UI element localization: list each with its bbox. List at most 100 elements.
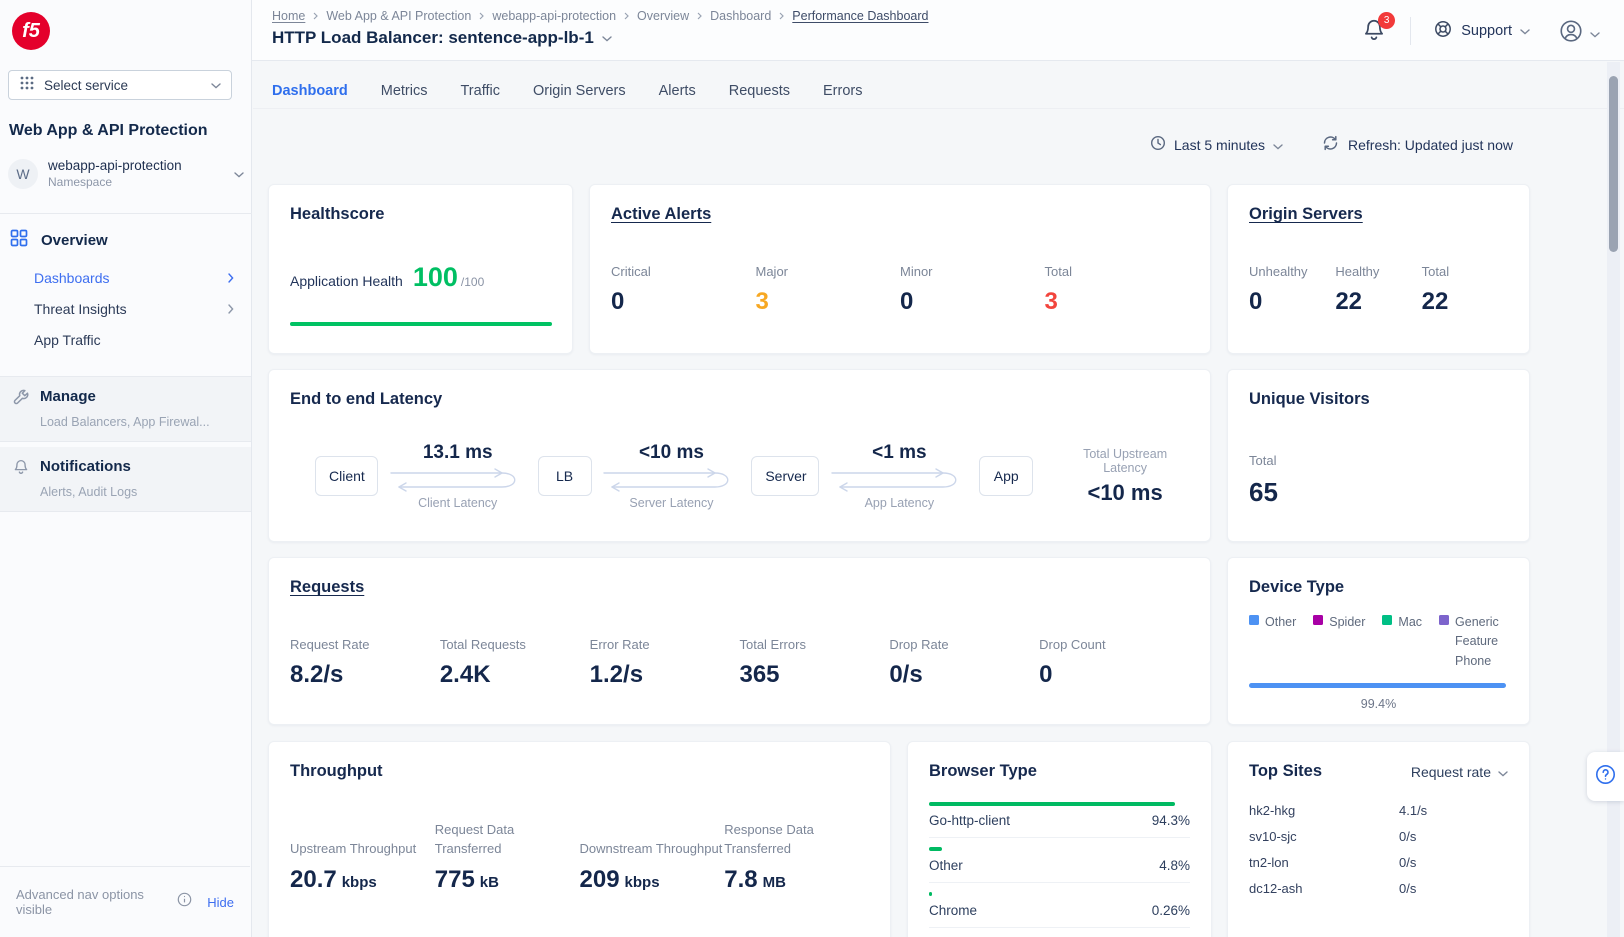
- notifications-subtitle: Alerts, Audit Logs: [40, 485, 235, 499]
- hop-label: Client Latency: [418, 496, 497, 510]
- browser-percentage: 0.26%: [1152, 903, 1190, 918]
- top-sites-sort-dropdown[interactable]: Request rate: [1411, 764, 1508, 780]
- alert-stat-major: Major 3: [756, 264, 901, 316]
- sidebar-item-dashboards[interactable]: Dashboards: [34, 263, 234, 293]
- browser-percentage: 94.3%: [1152, 813, 1190, 828]
- user-avatar-icon: [1558, 18, 1584, 49]
- stat-label: Major: [756, 264, 901, 279]
- stat-value: 365: [739, 661, 889, 689]
- divider: [0, 213, 252, 214]
- f5-logo[interactable]: f5: [12, 12, 50, 50]
- tab-traffic[interactable]: Traffic: [460, 79, 499, 103]
- device-type-bar-fill: [1249, 683, 1506, 688]
- stat-value: 2.4K: [440, 661, 590, 689]
- chevron-right-icon: [228, 270, 234, 286]
- stat-value: 0: [1039, 661, 1189, 689]
- breadcrumb-item[interactable]: Overview: [637, 9, 689, 23]
- scrollbar-track[interactable]: [1607, 62, 1620, 937]
- browser-type-card: Browser Type Go-http-client94.3% Other4.…: [907, 741, 1212, 937]
- stat-label: Total Requests: [440, 637, 590, 652]
- service-title: Web App & API Protection: [9, 122, 208, 140]
- page-title: HTTP Load Balancer: sentence-app-lb-1: [272, 28, 594, 48]
- refresh-button[interactable]: Refresh: Updated just now: [1322, 135, 1513, 154]
- tab-origin-servers[interactable]: Origin Servers: [533, 79, 626, 103]
- latency-flow: Client 13.1 ms Client Latency LB <10 ms …: [315, 442, 1189, 510]
- hide-nav-link[interactable]: Hide: [207, 895, 234, 910]
- origin-stat-total: Total 22: [1422, 264, 1508, 316]
- drop-rate-stat: Drop Rate 0/s: [889, 637, 1039, 689]
- chevron-down-icon: [1590, 25, 1600, 43]
- stat-value: 0: [1249, 288, 1335, 316]
- sidebar-section-notifications[interactable]: Notifications Alerts, Audit Logs: [0, 447, 251, 512]
- breadcrumb-separator-icon: [313, 12, 318, 20]
- browser-label: Chrome: [929, 903, 977, 918]
- divider: [253, 108, 1624, 109]
- requests-title[interactable]: Requests: [290, 578, 1189, 597]
- legend-item-mac: Mac: [1382, 613, 1422, 632]
- namespace-avatar: W: [8, 159, 38, 189]
- stat-unit: kbps: [625, 874, 660, 891]
- stat-label: Unhealthy: [1249, 264, 1335, 279]
- stat-value: 20.7: [290, 866, 337, 894]
- browser-row-go-http-client: Go-http-client94.3%: [929, 802, 1190, 838]
- stat-label: Drop Count: [1039, 637, 1189, 652]
- site-name: hk2-hkg: [1249, 803, 1399, 818]
- chevron-right-icon: [228, 301, 234, 317]
- stat-label: Total Errors: [739, 637, 889, 652]
- select-service-dropdown[interactable]: Select service: [8, 70, 232, 100]
- origin-servers-title[interactable]: Origin Servers: [1249, 205, 1508, 224]
- breadcrumb-separator-icon: [624, 12, 629, 20]
- alert-stat-critical: Critical 0: [611, 264, 756, 316]
- stat-label: Downstream Throughput: [580, 821, 725, 859]
- sidebar-section-manage[interactable]: Manage Load Balancers, App Firewal...: [0, 376, 251, 442]
- notifications-bell-button[interactable]: 3: [1362, 17, 1388, 45]
- tab-alerts[interactable]: Alerts: [659, 79, 696, 103]
- chevron-down-icon[interactable]: [602, 29, 612, 47]
- origin-servers-card: Origin Servers Unhealthy 0 Healthy 22 To…: [1227, 184, 1530, 354]
- sidebar-item-threat-insights[interactable]: Threat Insights: [34, 294, 234, 324]
- site-rate: 4.1/s: [1399, 803, 1427, 818]
- stat-value: 3: [756, 288, 901, 316]
- breadcrumb-item[interactable]: webapp-api-protection: [492, 9, 616, 23]
- site-rate: 0/s: [1399, 855, 1416, 870]
- breadcrumb-home[interactable]: Home: [272, 9, 305, 23]
- stat-label: Error Rate: [590, 637, 740, 652]
- legend-label: Mac: [1398, 613, 1422, 632]
- chevron-down-icon: [211, 76, 221, 94]
- legend-swatch: [1249, 615, 1259, 625]
- scrollbar-thumb[interactable]: [1609, 76, 1618, 252]
- help-button[interactable]: [1587, 752, 1624, 801]
- legend-swatch: [1439, 615, 1449, 625]
- namespace-selector[interactable]: W webapp-api-protection Namespace: [8, 158, 244, 189]
- total-upstream-latency: Total Upstream Latency <10 ms: [1061, 447, 1189, 506]
- node-app: App: [979, 456, 1033, 496]
- active-alerts-title[interactable]: Active Alerts: [611, 205, 1189, 224]
- account-menu[interactable]: [1558, 18, 1600, 49]
- time-range-selector[interactable]: Last 5 minutes: [1150, 135, 1283, 154]
- stat-label: Total: [1422, 264, 1508, 279]
- stat-value: 0: [900, 288, 1045, 316]
- info-icon[interactable]: [177, 892, 192, 912]
- tab-dashboard[interactable]: Dashboard: [272, 79, 348, 103]
- sort-label: Request rate: [1411, 764, 1491, 780]
- latency-card: End to end Latency Client 13.1 ms Client…: [268, 369, 1211, 542]
- site-name: dc12-ash: [1249, 881, 1399, 896]
- response-data-stat: Response Data Transferred 7.8MB: [724, 821, 869, 894]
- tab-errors[interactable]: Errors: [823, 79, 862, 103]
- app-root: f5 Select service Web App & API Protecti…: [0, 0, 1624, 937]
- sidebar-section-overview[interactable]: Overview: [10, 229, 108, 251]
- tab-requests[interactable]: Requests: [729, 79, 790, 103]
- legend-item-other: Other: [1249, 613, 1296, 632]
- round-trip-arrow-icon: [383, 465, 533, 495]
- breadcrumb-item[interactable]: Web App & API Protection: [326, 9, 471, 23]
- breadcrumb-item[interactable]: Dashboard: [710, 9, 771, 23]
- notifications-label: Notifications: [40, 458, 131, 475]
- top-sites-title: Top Sites: [1249, 762, 1322, 781]
- support-menu[interactable]: Support: [1433, 19, 1530, 43]
- lifebuoy-icon: [1433, 19, 1453, 43]
- sidebar-item-app-traffic[interactable]: App Traffic: [34, 325, 234, 355]
- tab-metrics[interactable]: Metrics: [381, 79, 428, 103]
- sidebar-item-label: Dashboards: [34, 270, 110, 286]
- breadcrumb-current[interactable]: Performance Dashboard: [792, 9, 928, 23]
- hop-label: Server Latency: [629, 496, 713, 510]
